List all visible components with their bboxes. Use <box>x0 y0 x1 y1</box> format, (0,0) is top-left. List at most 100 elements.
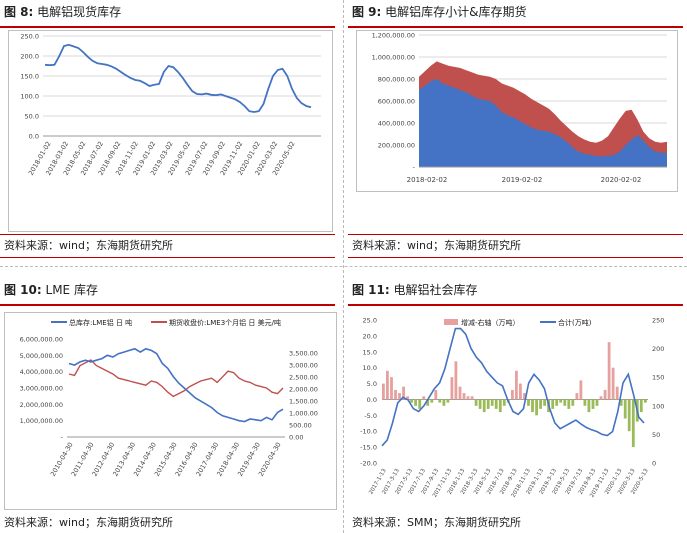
fig10-y2-tick-label: 2,500.00 <box>289 374 318 382</box>
fig9-x-tick-label: 2020-02-02 <box>601 176 642 184</box>
fig11-bar <box>474 399 478 406</box>
fig8-y-tick-label: 200.0 <box>20 53 39 61</box>
fig10-y2-tick-label: 2,000.00 <box>289 386 318 394</box>
fig11-bar <box>422 396 426 400</box>
figure-8-chart: 0.0 50.0 100.0 150.0 200.0 250.0 2018-01-02 201… <box>8 30 333 232</box>
figure-10-svg: - 1,000,000.00 2,000,000.00 3,000,000.00 4,0… <box>20 318 318 478</box>
fig11-legend-label: 增减-右轴（万吨） <box>461 318 520 327</box>
fig11-y-tick-label: -15.0 <box>360 444 377 452</box>
figure-10-source-text: wind；东海期货研究所 <box>59 516 174 529</box>
fig11-bar <box>426 399 430 406</box>
fig8-y-tick-label: 0.0 <box>29 133 39 141</box>
fig11-bar <box>607 342 611 400</box>
figure-11-title-rule <box>348 304 683 306</box>
fig9-y-tick-label: 200,000.00 <box>378 142 415 150</box>
figure-10-title: 图 10: LME 库存 <box>4 282 98 298</box>
fig11-y-tick-label: 25.0 <box>363 317 377 325</box>
figure-8-source-rule-top <box>0 234 335 235</box>
fig11-bar <box>551 399 555 409</box>
fig11-bar <box>619 399 623 406</box>
figure-8-source: 资料来源：wind；东海期货研究所 <box>4 239 173 253</box>
fig11-y2-tick-label: 100 <box>652 402 664 410</box>
figure-8-svg: 0.050.0100.0150.0200.0250.02018-01-02201… <box>20 33 321 177</box>
fig11-bar <box>414 399 417 406</box>
figure-11-title: 图 11: 电解铝社会库存 <box>352 282 478 298</box>
figure-9-title: 图 9: 电解铝库存小计&库存期货 <box>352 4 527 20</box>
fig10-y-tick-label: 2,000,000.00 <box>20 401 63 409</box>
figure-11-source-text: SMM；东海期货研究所 <box>407 516 521 529</box>
fig11-bar <box>543 399 546 406</box>
fig11-bar <box>498 399 502 413</box>
figure-9-title-rule <box>348 26 683 28</box>
fig11-bar <box>623 399 627 419</box>
fig10-y2-tick-label: 1,500.00 <box>289 398 318 406</box>
fig11-bar <box>595 399 599 406</box>
fig11-bar <box>462 393 466 400</box>
fig10-y-tick-label: 4,000,000.00 <box>20 368 63 376</box>
figure-11-svg: -20.0 -15.0 -10.0 -5.0 0.0 5.0 10.0 15.0 20.0 25.… <box>360 317 664 499</box>
fig11-legend-swatch-bar <box>444 319 458 325</box>
figure-11-source: 资料来源：SMM；东海期货研究所 <box>352 516 521 530</box>
fig11-y2-tick-label: 250 <box>652 317 664 325</box>
fig11-y-tick-label: -5.0 <box>364 412 377 420</box>
fig10-y2-tick-label: 1,000.00 <box>289 410 318 418</box>
fig11-bar <box>591 399 595 409</box>
fig11-bar <box>523 393 526 400</box>
figure-11-source-label: 资料来源： <box>352 516 407 529</box>
figure-11-panel: 图 11: 电解铝社会库存 -20.0 -15.0 -10.0 -5.0 0.0 5.0 1… <box>348 266 687 532</box>
fig11-bar <box>599 396 603 400</box>
fig11-bar <box>519 383 522 400</box>
fig10-y-tick-label: 3,000,000.00 <box>20 385 63 393</box>
fig8-y-tick-label: 150.0 <box>20 73 39 81</box>
fig11-bar <box>563 399 567 406</box>
fig10-y2-tick-label: 500.00 <box>289 422 312 430</box>
fig10-y-tick-label: 5,000,000.00 <box>20 352 63 360</box>
fig9-y-tick-label: - <box>413 164 416 172</box>
fig11-bar <box>478 399 482 409</box>
fig11-y-tick-label: 5.0 <box>367 380 377 388</box>
figure-9-svg: - 200,000.00 400,000.00 600,000.00 800,000.0… <box>372 32 667 184</box>
fig11-bar <box>410 399 413 403</box>
figure-10-panel: 图 10: LME 库存 - 1,000,000.00 2,000,000.00 3,… <box>0 266 339 532</box>
figure-8-number: 图 8: <box>4 5 34 19</box>
fig11-bar <box>555 399 559 406</box>
fig11-bar <box>527 399 530 406</box>
fig11-bar <box>603 389 607 400</box>
fig11-bar <box>539 399 542 409</box>
fig11-bar <box>587 399 591 413</box>
fig11-bar <box>639 399 643 413</box>
fig11-y2-tick-label: 200 <box>652 345 664 353</box>
figure-10-chart: - 1,000,000.00 2,000,000.00 3,000,000.00 4,0… <box>4 312 337 510</box>
fig11-bar <box>611 367 615 400</box>
fig11-bar <box>434 389 438 400</box>
fig11-y2-tick-label: 0 <box>652 460 656 468</box>
fig11-y2-tick-label: 150 <box>652 374 664 382</box>
figure-9-source-rule-bottom <box>348 257 683 258</box>
fig11-bar <box>535 399 538 416</box>
fig8-y-tick-label: 50.0 <box>25 113 39 121</box>
fig9-y-tick-label: 1,000,000.00 <box>372 54 415 62</box>
fig8-series-line <box>44 43 312 113</box>
fig10-y-tick-label: 6,000,000.00 <box>20 336 63 344</box>
fig11-bar <box>531 399 534 413</box>
fig11-legend-label: 合计(万吨) <box>558 318 592 327</box>
fig11-bar <box>466 396 470 400</box>
fig9-x-tick-label: 2019-02-02 <box>502 176 543 184</box>
figure-8-source-rule-bottom <box>0 257 335 258</box>
fig11-bar <box>490 399 494 406</box>
figure-11-number: 图 11: <box>352 283 390 297</box>
fig11-bar <box>398 393 401 400</box>
fig9-y-tick-label: 800,000.00 <box>378 76 415 84</box>
fig11-bar <box>458 386 462 400</box>
fig8-y-tick-label: 250.0 <box>20 33 39 41</box>
fig9-blue-area <box>419 79 667 167</box>
figure-10-source: 资料来源：wind；东海期货研究所 <box>4 516 173 530</box>
fig11-bar <box>579 380 583 400</box>
fig11-bar <box>511 389 514 400</box>
figure-10-title-rule <box>0 304 335 306</box>
fig10-inventory-line <box>68 347 284 423</box>
figure-11-caption: 电解铝社会库存 <box>393 283 478 297</box>
fig10-y2-tick-label: 0.00 <box>289 434 303 442</box>
figure-9-source: 资料来源：wind；东海期货研究所 <box>352 239 521 253</box>
fig11-bar <box>406 396 409 400</box>
